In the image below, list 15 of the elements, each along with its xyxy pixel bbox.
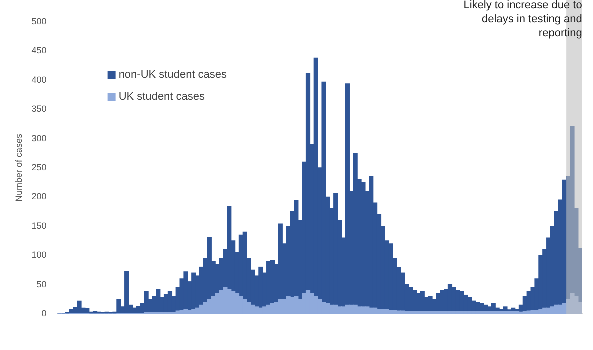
y-tick-label: 400 [32, 74, 47, 85]
annotation: Likely to increase due to delays in testing and reporting [464, 0, 582, 40]
y-tick-label: 100 [32, 250, 47, 260]
y-tick-label: 300 [32, 133, 47, 144]
y-tick-label: 500 [32, 16, 47, 26]
y-tick-label: 150 [32, 220, 47, 231]
y-axis-title: Number of cases [14, 133, 24, 202]
legend-label: non-UK student cases [118, 69, 228, 82]
y-tick-label: 50 [36, 279, 47, 290]
y-tick-label: 350 [32, 104, 47, 114]
y-tick-label: 450 [32, 46, 47, 56]
legend-label: UK student cases [118, 91, 206, 104]
y-tick-label: 250 [32, 162, 47, 172]
y-tick-label: 0 [42, 308, 47, 318]
y-tick-label: 200 [32, 192, 47, 202]
